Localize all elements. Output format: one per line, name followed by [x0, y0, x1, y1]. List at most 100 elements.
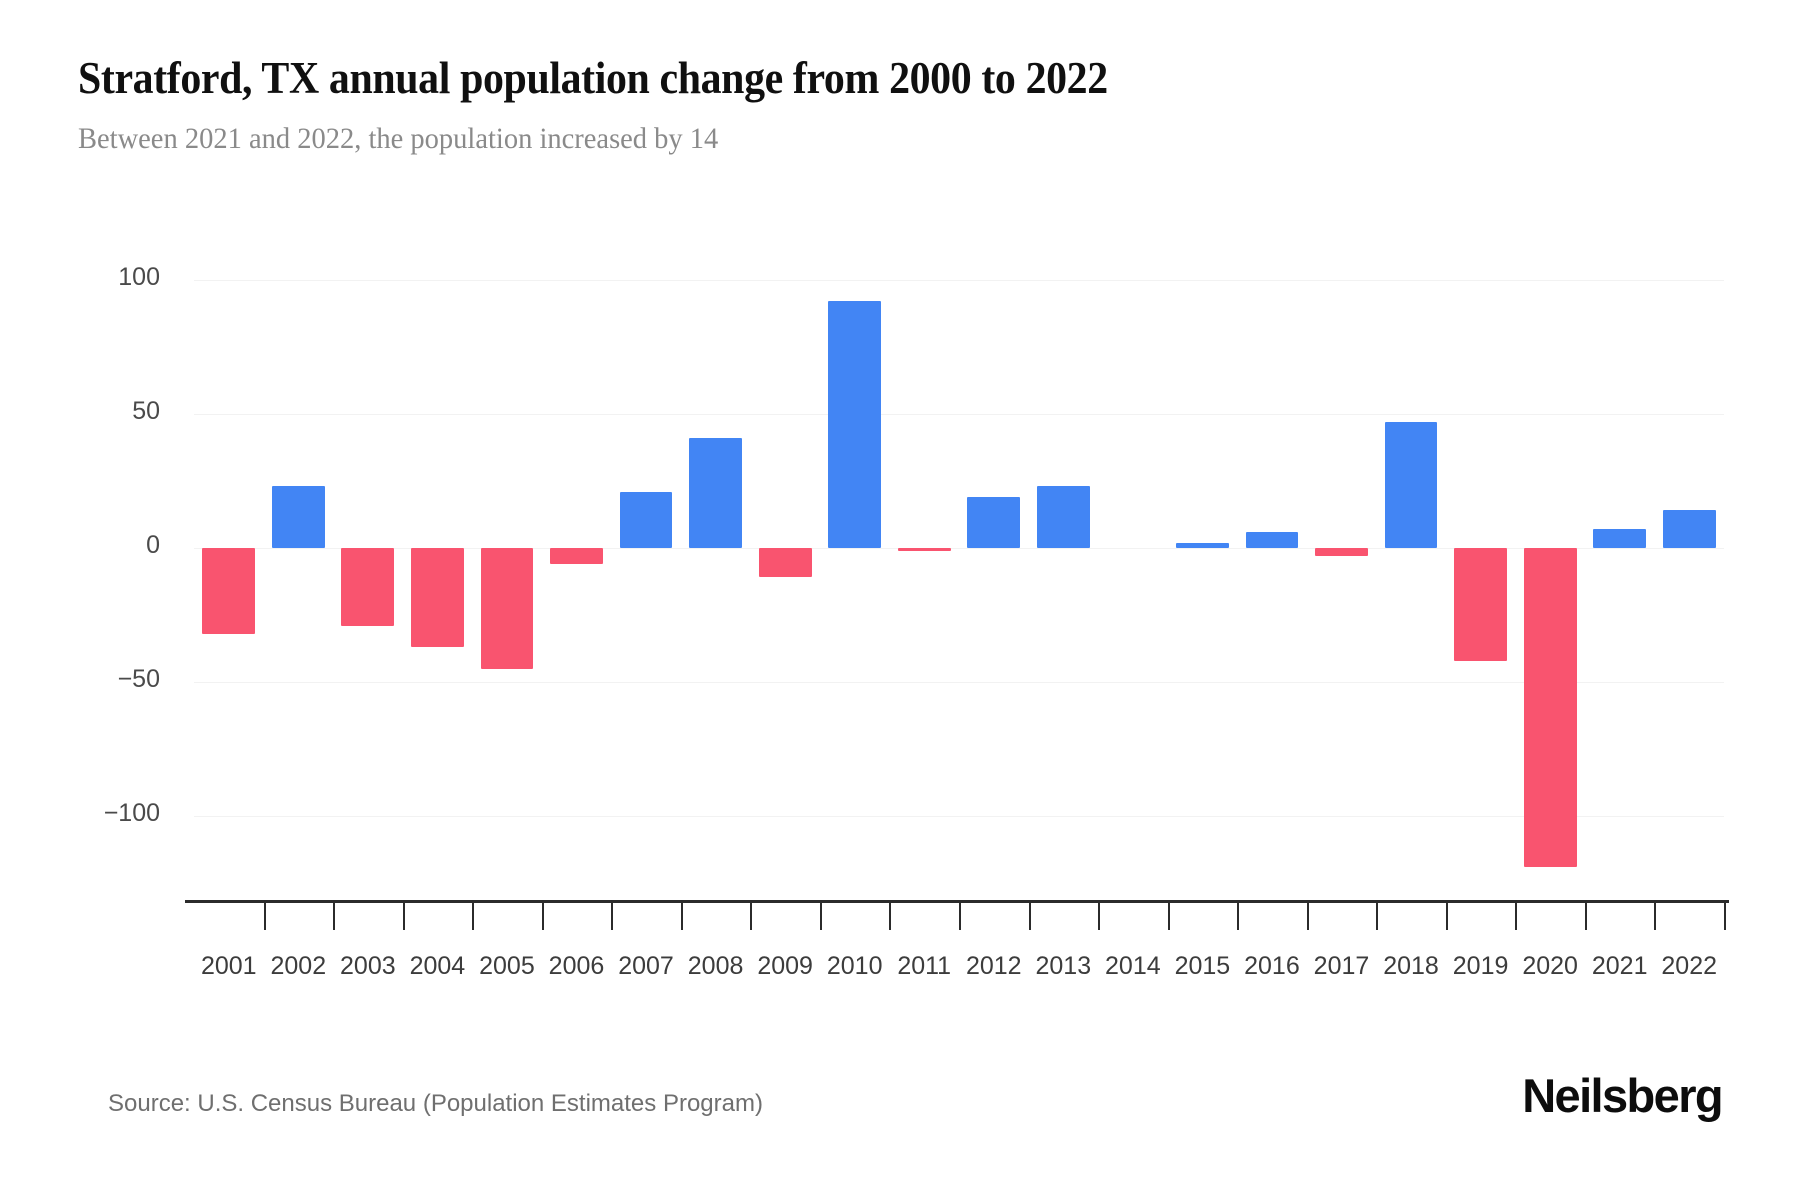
bar-slot[interactable] — [403, 268, 473, 900]
x-axis-tick-label: 2001 — [200, 952, 257, 980]
bar-slot[interactable] — [889, 268, 959, 900]
y-axis-tick-label: −100 — [103, 799, 160, 827]
x-axis-tick — [1306, 900, 1309, 930]
bar[interactable] — [758, 548, 812, 578]
bar-slot[interactable] — [1029, 268, 1099, 900]
bar-slot[interactable] — [681, 268, 751, 900]
x-axis-line — [185, 900, 1729, 903]
x-axis-tick — [1584, 900, 1587, 930]
bar-slot[interactable] — [333, 268, 403, 900]
bar[interactable] — [1593, 529, 1647, 548]
x-axis-tick-label: 2002 — [270, 952, 327, 980]
x-axis-tick-label: 2011 — [897, 952, 952, 980]
bar[interactable] — [897, 548, 951, 551]
bar[interactable] — [1245, 531, 1299, 548]
bar-slot[interactable] — [1098, 268, 1168, 900]
bar[interactable] — [1036, 486, 1090, 548]
bar[interactable] — [828, 301, 882, 548]
bar[interactable] — [1384, 422, 1438, 548]
x-axis-tick-label: 2012 — [965, 952, 1022, 980]
x-axis-tick — [333, 900, 336, 930]
bar-slot[interactable] — [264, 268, 334, 900]
gridline — [194, 816, 1724, 817]
bar[interactable] — [967, 497, 1021, 548]
bars-group — [194, 268, 1724, 900]
bar[interactable] — [689, 438, 742, 548]
bar-slot[interactable] — [194, 268, 264, 900]
y-axis-tick-label: −50 — [117, 665, 160, 693]
x-axis-tick-label: 2009 — [757, 952, 813, 980]
bar-slot[interactable] — [1376, 268, 1446, 900]
x-axis-tick-label: 2022 — [1661, 952, 1718, 980]
bar[interactable] — [619, 491, 673, 548]
bar[interactable] — [1175, 542, 1229, 548]
x-axis-tick-label: 2005 — [479, 952, 535, 980]
x-axis-tick — [263, 900, 266, 930]
bar[interactable] — [480, 548, 534, 669]
x-axis-tick — [1098, 900, 1101, 930]
bar-slot[interactable] — [750, 268, 820, 900]
x-axis-tick — [541, 900, 544, 930]
x-axis-tick-label: 2003 — [340, 952, 396, 980]
x-axis-tick — [1376, 900, 1379, 930]
x-axis-tick — [819, 900, 822, 930]
bar[interactable] — [271, 486, 325, 548]
bar[interactable] — [202, 548, 256, 634]
x-axis-tick — [889, 900, 892, 930]
x-axis-tick — [1724, 900, 1726, 930]
x-axis-tick-label: 2004 — [409, 952, 466, 980]
x-axis-tick-label: 2014 — [1105, 952, 1161, 980]
bar-slot[interactable] — [542, 268, 612, 900]
bar-slot[interactable] — [820, 268, 890, 900]
bar-slot[interactable] — [1585, 268, 1655, 900]
x-axis-tick — [1654, 900, 1657, 930]
x-axis-tick-label: 2007 — [618, 952, 674, 980]
y-axis-tick-label: 50 — [132, 397, 160, 425]
x-axis-tick-label: 2008 — [687, 952, 744, 980]
bar-slot[interactable] — [959, 268, 1029, 900]
gridline — [194, 280, 1724, 281]
bar-slot[interactable] — [1307, 268, 1377, 900]
page-subtitle: Between 2021 and 2022, the population in… — [78, 122, 719, 155]
x-axis-tick — [750, 900, 753, 930]
x-axis-tick — [1237, 900, 1240, 930]
bar-slot[interactable] — [1654, 268, 1724, 900]
x-axis-tick-label: 2021 — [1591, 952, 1648, 980]
y-axis-tick-label: 100 — [118, 263, 160, 291]
x-axis-tick — [959, 900, 961, 930]
x-axis-tick-label: 2017 — [1313, 952, 1370, 980]
x-axis-tick-label: 2013 — [1035, 952, 1092, 980]
bar[interactable] — [410, 548, 464, 648]
x-axis-tick-label: 2006 — [548, 952, 605, 980]
y-axis-tick-label: 0 — [146, 531, 160, 559]
x-axis-tick — [1515, 900, 1518, 930]
x-axis-tick-label: 2019 — [1452, 952, 1509, 980]
bar-slot[interactable] — [611, 268, 681, 900]
bar[interactable] — [341, 548, 395, 626]
x-axis-tick — [1445, 900, 1448, 930]
bar[interactable] — [1315, 548, 1368, 557]
bar-slot[interactable] — [1237, 268, 1307, 900]
x-axis-tick — [1028, 900, 1031, 930]
bar-slot[interactable] — [1446, 268, 1516, 900]
x-axis-tick — [1167, 900, 1170, 930]
x-axis-tick-label: 2015 — [1174, 952, 1231, 980]
brand-logo: Neilsberg — [1522, 1069, 1723, 1122]
x-axis-tick-label: 2016 — [1244, 952, 1300, 980]
bar-slot[interactable] — [472, 268, 542, 900]
bar-slot[interactable] — [1168, 268, 1238, 900]
x-axis-tick — [611, 900, 614, 930]
bar[interactable] — [550, 548, 603, 565]
gridline — [194, 414, 1724, 415]
bar[interactable] — [1662, 510, 1716, 548]
x-axis-tick-label: 2010 — [826, 952, 883, 980]
bar[interactable] — [1523, 548, 1577, 867]
x-axis-tick — [472, 900, 475, 930]
bar[interactable] — [1454, 548, 1507, 661]
bar-slot[interactable] — [1515, 268, 1585, 900]
x-axis-tick — [402, 900, 405, 930]
gridline — [194, 682, 1724, 683]
page-title: Stratford, TX annual population change f… — [78, 53, 1108, 103]
